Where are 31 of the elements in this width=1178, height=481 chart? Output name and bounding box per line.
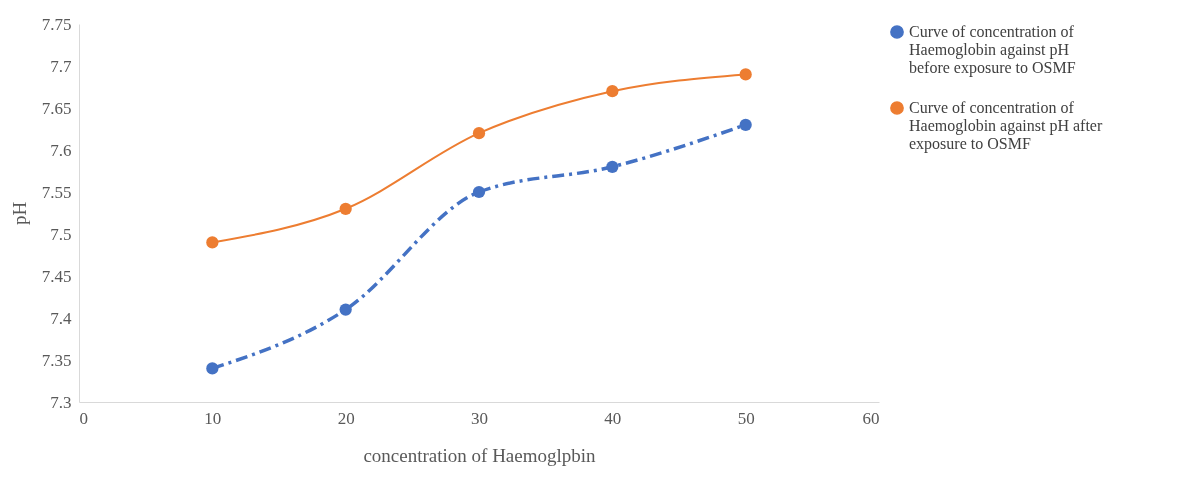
y-tick-label: 7.75: [41, 14, 72, 34]
y-axis-title: pH: [8, 201, 30, 226]
point: [206, 236, 219, 249]
y-tick-label: 7.5: [50, 224, 72, 244]
point: [739, 68, 752, 81]
x-axis-title: concentration of Haemoglpbin: [363, 444, 597, 466]
y-tick-label: 7.45: [41, 266, 72, 286]
x-tick-label: 20: [337, 408, 355, 428]
x-tick-label: 60: [862, 408, 880, 428]
point: [206, 362, 219, 375]
y-tick-label: 7.35: [41, 350, 72, 370]
y-tick-label: 7.65: [41, 98, 72, 118]
point: [472, 185, 486, 199]
y-tick-label: 7.6: [50, 140, 72, 160]
point: [739, 118, 752, 131]
x-tick-label: 40: [604, 408, 622, 428]
legend-label: Curve of concentration of Haemoglobin against pH after exposure to OSMF: [909, 99, 1103, 153]
y-tick-label: 7.7: [50, 56, 72, 76]
x-tick-label: 30: [471, 408, 488, 428]
point: [472, 127, 486, 140]
x-tick-label: 10: [204, 408, 222, 428]
y-tick-label: 7.4: [50, 308, 72, 328]
x-tick-label: 0: [79, 408, 88, 428]
point: [606, 85, 619, 98]
point: [339, 303, 352, 316]
x-tick-label: 50: [737, 408, 755, 428]
point: [606, 160, 619, 173]
y-tick-label: 7.55: [41, 182, 72, 202]
legend-label: Curve of concentration of Haemoglobin against pH before exposure to OSMF: [909, 23, 1076, 77]
point: [339, 202, 352, 215]
y-tick-label: 7.3: [50, 392, 72, 412]
